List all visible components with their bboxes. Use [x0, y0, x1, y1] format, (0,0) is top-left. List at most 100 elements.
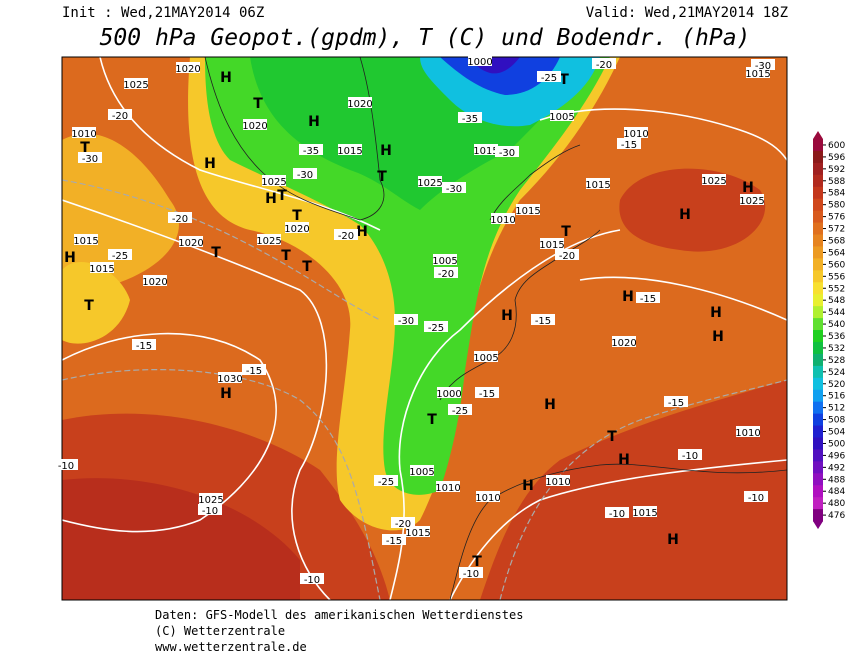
- pressure-label-box: [124, 78, 148, 89]
- temperature-label: -10: [202, 506, 218, 517]
- pressure-label-box: [433, 254, 457, 265]
- pressure-label-box: [176, 62, 200, 73]
- pressure-center: T: [211, 245, 221, 261]
- colorbar-cell: [813, 425, 823, 438]
- temperature-label-box: [108, 109, 132, 120]
- warm-region: [62, 478, 300, 600]
- temperature-label-box: [458, 112, 482, 123]
- temperature-label-box: [242, 364, 266, 375]
- colorbar-label: 536: [828, 332, 845, 342]
- pressure-label: 1025: [739, 196, 764, 207]
- pressure-label-box: [436, 481, 460, 492]
- pressure-center: H: [380, 143, 392, 159]
- temperature-label: -15: [621, 140, 637, 151]
- colorbar-label: 568: [828, 236, 845, 246]
- pressure-center: H: [712, 329, 724, 345]
- pressure-label: 1010: [71, 129, 96, 140]
- colorbar-cell: [813, 210, 823, 224]
- temperature-label-box: [448, 404, 472, 415]
- pressure-label-box: [143, 275, 167, 286]
- temperature-label-box: [293, 168, 317, 179]
- colorbar-cell: [813, 246, 823, 259]
- pressure-label: 1015: [73, 236, 98, 247]
- pressure-label: 1025: [256, 236, 281, 247]
- pressure-label: 1010: [475, 493, 500, 504]
- pressure-label: 1015: [89, 264, 114, 275]
- temperature-label-box: [636, 292, 660, 303]
- temperature-label: -20: [438, 269, 454, 280]
- temperature-label-box: [531, 314, 555, 325]
- pressure-label-box: [179, 236, 203, 247]
- pressure-label-box: [406, 526, 430, 537]
- colorbar-label: 504: [828, 428, 845, 438]
- temperature-label: -30: [398, 316, 414, 327]
- colorbar-label: 484: [828, 487, 845, 497]
- colorbar-label: 592: [828, 165, 845, 175]
- map-labels: 1020 1025 1010 1020 1015 1020 1025 1025 1015 1005…: [54, 55, 775, 586]
- pressure-label-box: [72, 127, 96, 138]
- pressure-label-box: [285, 222, 309, 233]
- temperature-label-box: [751, 59, 775, 70]
- temperature-label-box: [299, 144, 323, 155]
- pressure-label: 1020: [347, 99, 372, 110]
- pressure-center: T: [80, 140, 90, 156]
- temperature-label-box: [617, 138, 641, 149]
- colorbar-cell: [813, 139, 823, 152]
- pressure-center: H: [622, 289, 634, 305]
- pressure-label: 1025: [261, 177, 286, 188]
- pressure-center: H: [308, 114, 320, 130]
- temperature-label: -20: [172, 214, 188, 225]
- temperature-label-box: [605, 507, 629, 518]
- temperature-label-box: [382, 534, 406, 545]
- pressure-label-box: [199, 493, 223, 504]
- pressure-center: H: [220, 386, 232, 402]
- temperature-label: -30: [297, 170, 313, 181]
- colorbar-label: 540: [828, 320, 845, 330]
- temperature-label-box: [394, 314, 418, 325]
- pressure-label: 1005: [473, 353, 498, 364]
- temperature-label: -25: [541, 73, 557, 84]
- pressure-label: 1010: [735, 428, 760, 439]
- pressure-center: H: [522, 478, 534, 494]
- pressure-label: 1020: [175, 64, 200, 75]
- temperature-label-box: [442, 182, 466, 193]
- pressure-label-box: [624, 127, 648, 138]
- colorbar-cell: [813, 294, 823, 307]
- colorbar-label: 496: [828, 451, 845, 461]
- colorbar-label: 524: [828, 368, 845, 378]
- colorbar-label: 532: [828, 344, 845, 354]
- pressure-label: 1015: [515, 206, 540, 217]
- colorbar-cell: [813, 318, 823, 331]
- footer-copyright: (C) Wetterzentrale: [155, 624, 285, 638]
- colorbar-label: 512: [828, 404, 845, 414]
- colorbar-label: 580: [828, 201, 845, 211]
- pressure-label-box: [746, 67, 770, 78]
- isobars: [62, 57, 787, 600]
- temperature-label-box: [78, 152, 102, 163]
- pressure-label: 1000: [436, 389, 461, 400]
- temperature-label: -15: [479, 389, 495, 400]
- temperature-label: -25: [428, 323, 444, 334]
- pressure-center: T: [427, 412, 437, 428]
- pressure-label: 1005: [432, 256, 457, 267]
- temperature-label-box: [475, 387, 499, 398]
- pressure-label-box: [516, 204, 540, 215]
- pressure-label: 1015: [632, 508, 657, 519]
- pressure-label-box: [218, 372, 242, 383]
- temperature-label-box: [592, 58, 616, 69]
- pressure-center: H: [667, 532, 679, 548]
- colorbar-label: 564: [828, 248, 845, 258]
- pressure-center: T: [253, 96, 263, 112]
- temperature-label: -30: [499, 148, 515, 159]
- temperature-label-box: [300, 573, 324, 584]
- pressure-label-box: [90, 262, 114, 273]
- pressure-label: 1015: [585, 180, 610, 191]
- colorbar-cell: [813, 174, 823, 188]
- pressure-label-box: [546, 475, 570, 486]
- colorbar-cell: [813, 222, 823, 236]
- temperature-label-box: [54, 459, 78, 470]
- pressure-label: 1020: [142, 277, 167, 288]
- temperature-label: -10: [609, 509, 625, 520]
- colorbar-label: 576: [828, 213, 845, 223]
